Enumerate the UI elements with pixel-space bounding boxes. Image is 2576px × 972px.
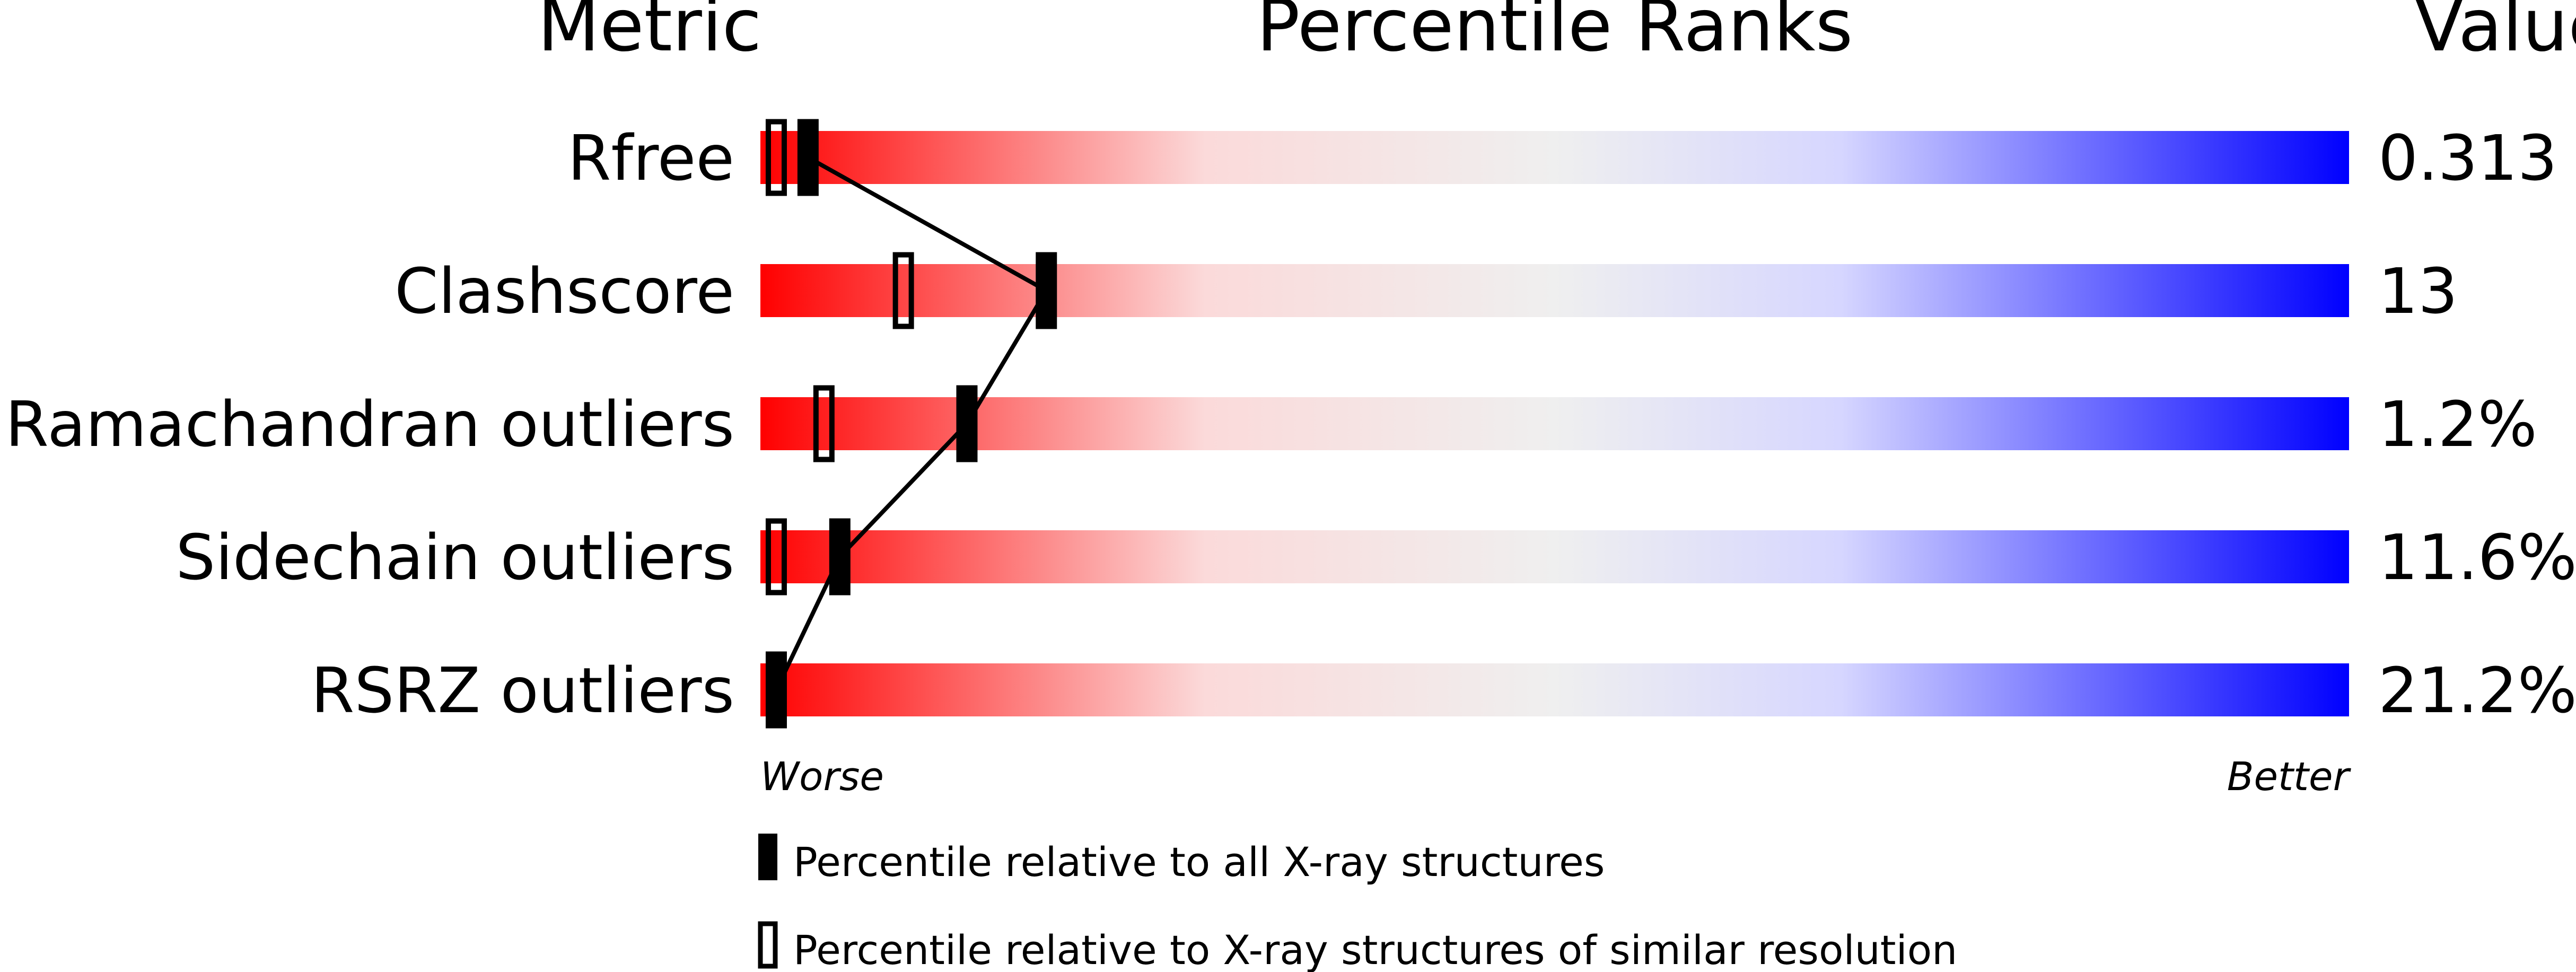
- all-structures-marker: [956, 385, 978, 462]
- metric-value: 1.2%: [2378, 388, 2537, 461]
- percentile-bar: [760, 530, 2349, 583]
- axis-label-worse: Worse: [760, 754, 884, 800]
- metric-value: 11.6%: [2378, 521, 2576, 594]
- percentile-bar: [760, 397, 2349, 450]
- metric-label: Clashscore: [395, 255, 734, 328]
- percentile-bar: [760, 131, 2349, 184]
- metric-label: Sidechain outliers: [176, 521, 734, 594]
- all-structures-marker: [797, 119, 819, 196]
- metric-value: 0.313: [2378, 121, 2557, 195]
- metric-value: 21.2%: [2378, 654, 2576, 727]
- percentile-bar: [760, 264, 2349, 317]
- similar-resolution-marker: [765, 518, 787, 596]
- percentile-bar: [760, 663, 2349, 716]
- metric-value: 13: [2378, 255, 2458, 328]
- legend-label-all: Percentile relative to all X-ray structu…: [793, 838, 1605, 886]
- metric-label: Ramachandran outliers: [5, 388, 734, 461]
- similar-resolution-marker: [813, 385, 835, 462]
- all-structures-marker: [765, 651, 787, 729]
- legend-label-similar: Percentile relative to X-ray structures …: [793, 926, 1957, 972]
- similar-resolution-marker: [892, 252, 914, 329]
- header-ranks: Percentile Ranks: [1257, 0, 1853, 68]
- legend-open-marker: [758, 921, 778, 969]
- header-metric: Metric: [538, 0, 762, 68]
- metric-label: RSRZ outliers: [311, 654, 734, 727]
- header-value: Value: [2414, 0, 2576, 68]
- axis-label-better: Better: [2227, 754, 2352, 800]
- similar-resolution-marker: [765, 119, 787, 196]
- metric-label: Rfree: [567, 121, 734, 195]
- all-structures-marker: [1036, 252, 1057, 329]
- legend-filled-marker: [758, 834, 777, 880]
- all-structures-marker: [829, 518, 851, 596]
